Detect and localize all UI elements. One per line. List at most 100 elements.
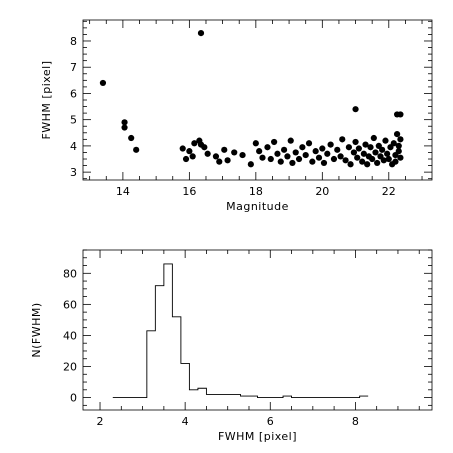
x-tick-label: 14 [116,185,130,198]
x-tick-label: 8 [352,415,359,428]
data-point [289,159,296,167]
y-tick-label: 0 [70,392,77,405]
data-point [395,142,402,150]
data-point [182,155,190,163]
data-point [319,145,326,152]
data-point [302,151,309,159]
data-point [334,146,341,153]
data-point [191,140,198,147]
data-point [264,144,271,151]
y-tick-label: 8 [70,35,77,48]
data-point [342,157,349,164]
data-point [374,159,381,167]
data-point [337,153,344,160]
data-point [309,158,316,165]
data-point [216,158,223,165]
data-point [367,144,374,151]
data-point [352,106,359,113]
data-point [370,134,377,142]
data-point [315,154,323,161]
histogram-steps [112,263,369,399]
data-point [189,153,196,160]
data-point [350,149,357,156]
data-point [355,145,362,152]
data-point [372,149,379,156]
data-point [327,141,334,148]
y-tick-label: 4 [70,140,77,153]
data-point [324,150,331,157]
data-point [292,149,299,156]
y-axis-label: N(FWHM) [30,302,43,357]
data-point [284,153,291,160]
data-point [259,154,266,161]
y-tick-label: 20 [63,361,77,374]
y-tick-label: 7 [70,61,77,74]
data-point [247,161,254,168]
data-point [330,155,338,163]
data-point [360,150,367,157]
x-tick-label: 2 [97,415,104,428]
scatter-panel: 14 16 18 20 22 3 4 5 6 7 8 Magnitude FWHM [pixel] [40,19,433,213]
data-point [121,119,128,126]
y-tick-label: 3 [70,166,77,179]
x-tick-label: 18 [249,185,263,198]
data-point [221,146,228,153]
data-point [397,154,404,161]
data-point [212,153,220,160]
x-tick-label: 22 [382,185,396,198]
x-axis-label: FWHM [pixel] [218,430,297,443]
data-point [204,150,211,157]
data-point [354,154,361,161]
data-point [271,138,278,146]
y-axis-label: FWHM [pixel] [40,60,53,139]
data-point [382,137,389,144]
data-point [186,148,193,155]
data-point [362,141,369,148]
data-point [345,144,353,151]
data-point [256,148,263,155]
data-point [384,150,391,157]
data-point [312,148,319,155]
y-tick-label: 60 [63,298,77,311]
data-point [379,146,386,153]
data-point [299,144,306,151]
data-point [394,130,401,138]
y-tick-label: 80 [63,267,77,280]
data-point [352,138,359,146]
data-point [231,149,238,156]
x-tick-label: 6 [267,415,274,428]
data-point [267,155,274,163]
data-point [369,155,376,163]
data-point [239,151,246,159]
data-point [252,140,259,147]
data-point [179,145,186,152]
data-point [364,161,371,168]
data-point [128,134,135,142]
plot-frame [82,249,433,411]
data-point [359,158,366,165]
data-point [397,111,404,118]
data-point [201,144,208,151]
y-tick-label: 5 [70,114,77,127]
y-tick-label: 6 [70,87,77,100]
data-point [121,124,128,131]
data-point [295,155,303,163]
data-point [277,158,284,165]
data-point [395,148,402,155]
data-point [197,30,205,37]
x-tick-label: 20 [315,185,329,198]
x-tick-label: 16 [182,185,196,198]
data-point [397,136,404,143]
data-point [224,157,231,164]
data-point [392,158,399,165]
x-tick-label: 4 [182,415,189,428]
data-point [280,146,288,153]
data-point [339,136,346,143]
data-point [274,150,281,157]
data-point [133,146,140,153]
data-point [390,140,397,147]
data-point [320,159,328,167]
y-tick-label: 40 [63,329,77,342]
